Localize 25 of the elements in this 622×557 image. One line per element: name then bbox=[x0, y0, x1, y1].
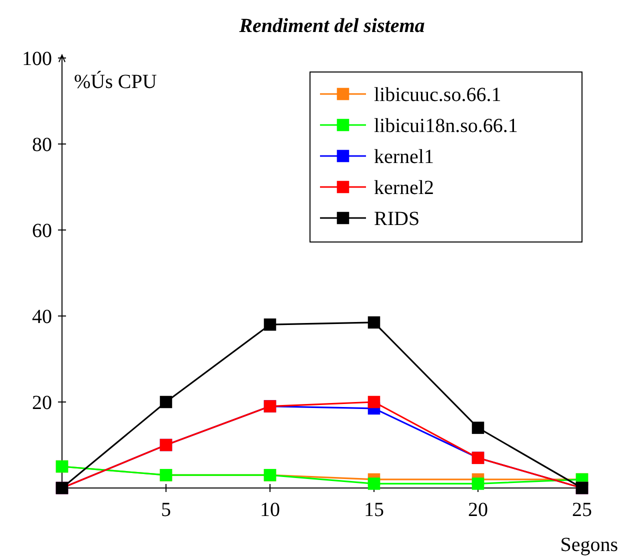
x-tick-label: 5 bbox=[161, 499, 171, 521]
legend-label: libicui18n.so.66.1 bbox=[374, 115, 518, 137]
point bbox=[368, 316, 380, 329]
point bbox=[264, 318, 276, 331]
point bbox=[472, 478, 484, 490]
y-tick-label: 60 bbox=[32, 220, 52, 242]
x-tick-label: 10 bbox=[260, 499, 280, 521]
legend-label: kernel1 bbox=[374, 146, 434, 168]
legend-label: kernel2 bbox=[374, 177, 434, 199]
legend-label: libicuuc.so.66.1 bbox=[374, 84, 502, 106]
legend-label: RIDS bbox=[374, 208, 420, 230]
x-axis-title: Segons bbox=[560, 534, 618, 556]
x-tick-label: 25 bbox=[572, 499, 592, 521]
chart-title: Rendiment del sistema bbox=[238, 15, 425, 37]
point bbox=[472, 422, 484, 434]
x-tick-label: 15 bbox=[364, 499, 384, 521]
y-tick-label: 40 bbox=[32, 306, 52, 328]
y-tick-label: 80 bbox=[32, 134, 52, 156]
point bbox=[160, 396, 172, 408]
point bbox=[368, 478, 380, 490]
y-tick-label: 20 bbox=[32, 392, 52, 414]
x-tick-label: 20 bbox=[468, 499, 488, 521]
y-tick-label: 100 bbox=[22, 48, 52, 70]
point bbox=[368, 396, 380, 408]
y-axis-title: %Ús CPU bbox=[74, 70, 158, 93]
